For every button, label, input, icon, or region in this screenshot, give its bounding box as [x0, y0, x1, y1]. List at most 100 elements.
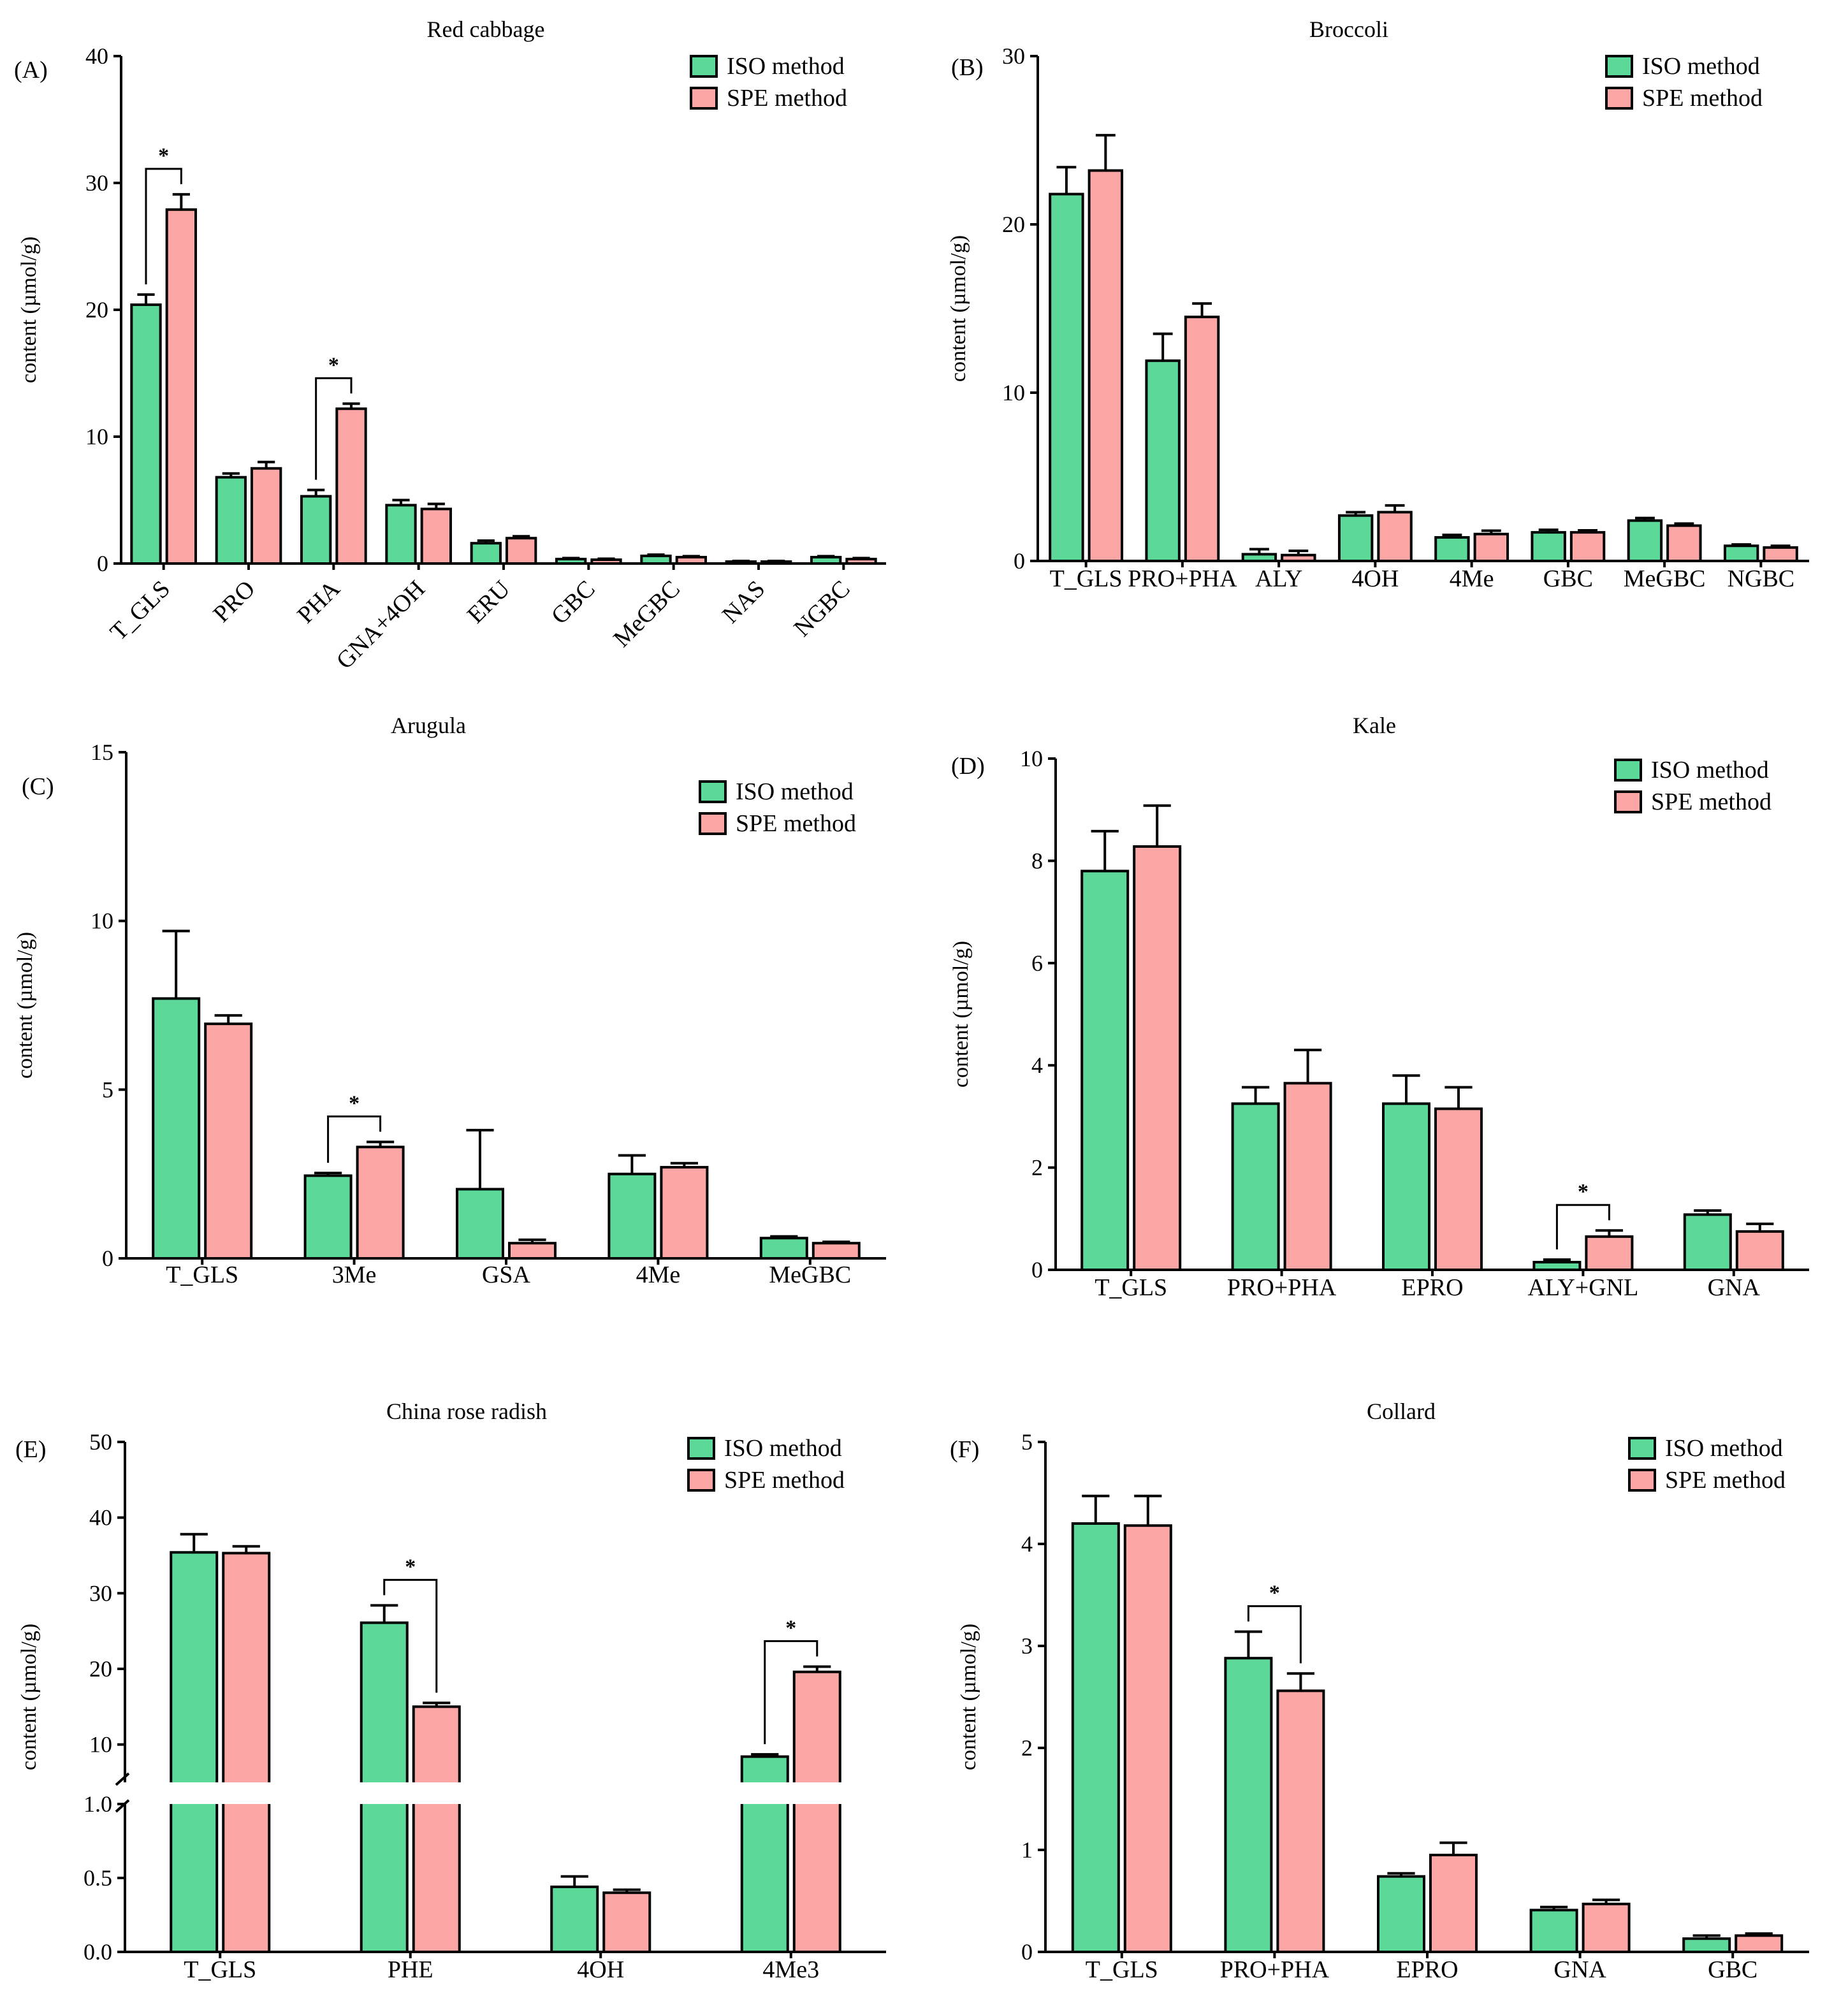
bar-iso-gna: [1529, 1909, 1578, 1953]
bar-iso-eru: [470, 542, 502, 565]
y-tick-label: 1.0: [84, 1791, 112, 1817]
bar-spe-4oh: [602, 1891, 651, 1953]
bar-spe-pro-pha: [1184, 316, 1220, 562]
y-tick-label: 0.0: [84, 1939, 112, 1965]
legend-label-spe: SPE method: [724, 1467, 845, 1494]
y-tick-label: 10: [1002, 380, 1025, 405]
y-tick-label: 40: [89, 1505, 112, 1531]
x-tick-label: T_GLS: [1095, 1274, 1167, 1301]
y-tick-label: 3: [1021, 1633, 1033, 1659]
y-tick-label: 10: [85, 424, 108, 449]
x-tick-label: 4Me: [636, 1262, 681, 1288]
legend-swatch-spe: [1614, 790, 1642, 813]
legend-label-spe: SPE method: [736, 810, 856, 837]
legend: ISO method SPE method: [1605, 53, 1763, 112]
y-tick-label: 0: [102, 1246, 113, 1271]
significance-star: *: [349, 1091, 360, 1115]
panel-f: Collard (F) content (µmol/g) T_GLS PRO+PHA EP…: [950, 1399, 1809, 1983]
panel-d: Kale (D) content (µmol/g) T_GLS PRO+PHA EPRO A…: [949, 713, 1809, 1301]
x-tick-label: NGBC: [789, 576, 855, 642]
significance-bracket: [764, 1640, 819, 1745]
bar-iso-t-gls: [1049, 193, 1084, 563]
bar-spe-ngbc: [1763, 546, 1798, 563]
bar-iso-gna: [1683, 1213, 1732, 1272]
bar-iso-4me: [1434, 536, 1470, 562]
y-tick-label: 20: [1002, 212, 1025, 237]
axis-break-band: [99, 1782, 886, 1804]
x-tick-label: GBC: [546, 576, 600, 630]
bar-iso-t-gls: [1071, 1522, 1120, 1953]
panel-a: Red cabbage (A) content (µmol/g) T_GLS PRO PH…: [14, 17, 886, 674]
x-tick-label: PRO+PHA: [1220, 1956, 1330, 1983]
bar-spe-gbc: [1735, 1934, 1784, 1953]
x-tick-label: 3Me: [332, 1262, 377, 1288]
x-tick-label: PHE: [388, 1956, 433, 1983]
significance-bracket: [383, 1578, 438, 1693]
legend-label-spe: SPE method: [1665, 1467, 1786, 1494]
y-tick-label: 5: [102, 1077, 113, 1102]
significance-bracket: [315, 377, 353, 480]
x-tick-label: T_GLS: [1086, 1956, 1158, 1983]
x-tick-label: GNA+4OH: [331, 576, 430, 674]
bar-spe-aly-gnl: [1585, 1235, 1634, 1271]
bar-spe-3me: [356, 1146, 405, 1260]
bar-iso-4me: [608, 1172, 657, 1260]
y-tick-label: 10: [91, 908, 113, 934]
chart-title: Red cabbage: [427, 17, 545, 42]
legend-swatch-spe: [699, 812, 727, 835]
bar-spe-epro: [1429, 1854, 1478, 1953]
y-axis-label: content (µmol/g): [17, 1624, 41, 1770]
bar-iso-3me: [303, 1174, 353, 1260]
bar-spe-4oh: [1377, 511, 1413, 562]
x-tick-label: 4Me: [1450, 565, 1494, 592]
bar-iso-4oh: [1337, 514, 1374, 562]
panel-label: (E): [15, 1436, 47, 1463]
x-tick-label: ALY+GNL: [1527, 1274, 1638, 1301]
bar-iso-pro-pha: [1145, 359, 1181, 563]
legend-swatch-spe: [1605, 87, 1633, 110]
y-tick-label: 20: [89, 1656, 112, 1682]
bar-spe-pha: [335, 407, 367, 565]
significance-bracket: [1555, 1204, 1610, 1249]
x-tick-label: MeGBC: [608, 576, 685, 653]
significance-bracket: [145, 168, 182, 285]
bar-iso-epro: [1377, 1875, 1425, 1954]
y-tick-label: 30: [85, 170, 108, 196]
legend: ISO method SPE method: [1614, 757, 1772, 815]
significance-star: *: [1578, 1180, 1589, 1204]
legend-label-spe: SPE method: [1642, 85, 1763, 112]
bar-iso-gsa: [456, 1188, 504, 1260]
bar-spe-gbc: [1569, 531, 1606, 562]
legend-swatch-iso: [1628, 1437, 1656, 1460]
significance-bracket: [1247, 1605, 1302, 1664]
x-tick-label: 4OH: [577, 1956, 624, 1983]
y-axis-label: content (µmol/g): [13, 932, 37, 1079]
x-tick-label: T_GLS: [1050, 565, 1123, 592]
y-tick-label: 10: [89, 1732, 112, 1757]
significance-star: *: [785, 1616, 796, 1640]
y-tick-label: 1: [1021, 1837, 1033, 1863]
x-tick-label: 4Me3: [762, 1956, 819, 1983]
bar-iso-gbc: [1682, 1937, 1731, 1953]
axis-break-mark: [115, 1772, 130, 1786]
y-tick-label: 30: [1002, 43, 1025, 69]
y-tick-label: 0.5: [84, 1865, 112, 1891]
legend-swatch-spe: [1628, 1469, 1656, 1492]
legend-swatch-iso: [690, 55, 718, 78]
legend-label-spe: SPE method: [1651, 789, 1772, 815]
bar-iso-epro: [1382, 1102, 1430, 1271]
y-tick-label: 4: [1031, 1052, 1043, 1078]
y-tick-label: 2: [1021, 1735, 1033, 1761]
panel-label: (B): [951, 54, 984, 81]
panel-c: Arugula (C) content (µmol/g) T_GLS 3Me GSA 4Me…: [13, 713, 886, 1288]
chart-title: Collard: [1367, 1399, 1436, 1424]
bar-spe-pro: [251, 467, 282, 565]
bar-spe-4me: [1473, 532, 1510, 563]
panel-e: China rose radish (E) content (µmol/g) T_GL…: [15, 1399, 886, 1983]
bar-spe-gna-4oh: [420, 507, 453, 565]
y-tick-label: 10: [1020, 746, 1043, 771]
legend-swatch-iso: [1605, 55, 1633, 78]
significance-star: *: [1269, 1582, 1280, 1605]
chart-title: Broccoli: [1309, 17, 1388, 42]
